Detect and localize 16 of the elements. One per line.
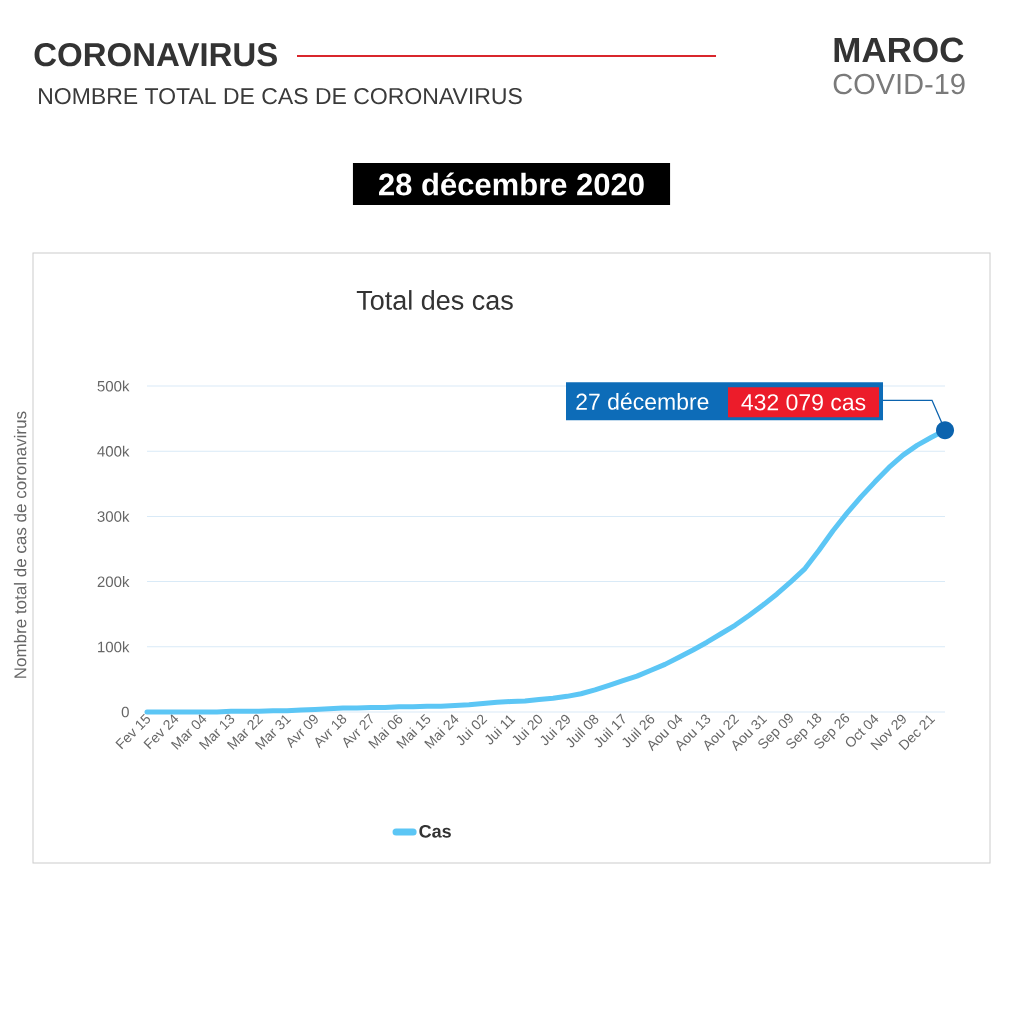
chart-subtitle: NOMBRE TOTAL DE CAS DE CORONAVIRUS [39, 87, 522, 105]
y-tick-label: 0 [121, 706, 129, 718]
text: MAROC [834, 37, 964, 63]
y-tick-label: 100k [98, 641, 130, 653]
y-tick-label: 500k [97, 380, 130, 392]
text: COVID-19 [833, 73, 965, 95]
chart-title: CORONAVIRUS [34, 42, 277, 67]
legend-label: Cas [419, 824, 451, 838]
data-label: 432 079 cas [741, 394, 866, 411]
text: 28 décembre 2020 [379, 172, 644, 196]
y-tick-label: 400k [97, 445, 130, 457]
annotation: 27 décembre [576, 392, 709, 410]
y-axis-title: Nombre total de cas de coronavirus [13, 411, 27, 678]
y-tick-label: 200k [97, 576, 130, 588]
text: Total des cas [356, 290, 513, 310]
y-tick-label: 300k [97, 510, 130, 522]
